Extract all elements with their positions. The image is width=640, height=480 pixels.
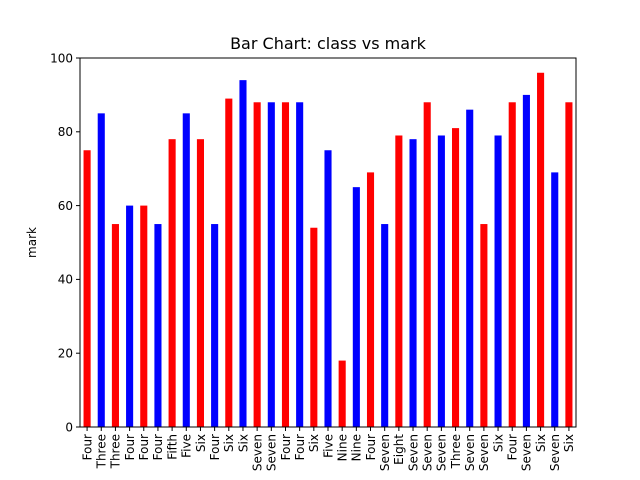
x-tick-label: Four [137,434,151,460]
bar-6 [168,139,176,427]
bar-31 [522,94,530,428]
x-tick-label: Nine [350,434,364,461]
x-tick-label: Three [95,434,109,469]
y-tick-label: 100 [50,51,73,65]
bar-25 [437,135,445,428]
x-tick-label: Seven [421,434,435,471]
bar-18 [338,360,346,427]
y-tick-label: 0 [65,420,73,434]
bar-26 [452,128,460,428]
x-tick-label: Six [491,434,505,452]
y-tick-label: 60 [58,199,73,213]
x-tick-label: Six [307,434,321,452]
bar-27 [466,109,474,427]
bar-22 [395,135,403,428]
bar-15 [296,102,304,427]
x-tick-label: Six [534,434,548,452]
x-tick-label: Six [194,434,208,452]
x-tick-label: Four [208,434,222,460]
bar-32 [537,72,545,427]
y-axis-ticks: 0 20 40 60 80 100 [50,51,80,434]
bar-28 [480,224,488,427]
x-tick-label: Six [236,434,250,452]
x-tick-label: Seven [548,434,562,471]
bar-21 [381,224,389,427]
bar-33 [551,172,559,427]
y-tick-label: 20 [58,347,73,361]
y-tick-label: 40 [58,273,73,287]
x-tick-label: Fifth [165,434,179,460]
x-tick-label: Three [109,434,123,469]
x-tick-label: Four [293,434,307,460]
y-axis-label: mark [25,227,39,258]
x-tick-label: Six [222,434,236,452]
bar-19 [352,187,360,427]
x-tick-label: Four [364,434,378,460]
x-axis-ticks: Four Three Three Four Four Four Fifth Five Six Fo… [80,427,576,471]
x-tick-label: Four [279,434,293,460]
x-tick-label: Seven [520,434,534,471]
bar-24 [423,102,431,427]
x-tick-label: Four [151,434,165,460]
bar-1 [97,113,105,427]
x-tick-label: Seven [477,434,491,471]
x-tick-label: Seven [250,434,264,471]
bar-16 [310,227,318,427]
x-tick-label: Six [562,434,576,452]
bar-2 [111,224,119,427]
x-tick-label: Seven [265,434,279,471]
bar-30 [508,102,516,427]
bar-9 [211,224,219,427]
bar-17 [324,150,332,427]
bars-group [83,72,573,428]
plot-frame [79,57,577,428]
x-tick-label: Four [123,434,137,460]
chart-title: Bar Chart: class vs mark [230,34,427,53]
bar-14 [281,102,290,427]
x-tick-label: Five [180,434,194,458]
bar-10 [225,98,233,427]
y-tick-label: 80 [58,125,73,139]
x-tick-label: Four [506,434,520,460]
bar-12 [253,102,261,427]
bar-34 [565,102,573,427]
bar-23 [409,139,417,427]
bar-8 [196,139,204,427]
bar-0 [83,150,91,427]
bar-7 [182,113,190,427]
bar-5 [154,224,162,427]
bar-29 [494,135,502,428]
bar-11 [239,80,247,427]
x-tick-label: Five [321,434,335,458]
x-tick-label: Seven [378,434,392,471]
x-tick-label: Seven [406,434,420,471]
x-tick-label: Four [80,434,94,460]
bar-20 [366,172,375,427]
bar-3 [126,205,134,427]
x-tick-label: Seven [463,434,477,471]
bar-4 [140,205,148,427]
bar-13 [267,102,275,427]
x-tick-label: Eight [392,434,406,465]
x-tick-label: Seven [435,434,449,471]
x-tick-label: Three [449,434,463,469]
x-tick-label: Nine [335,434,349,461]
